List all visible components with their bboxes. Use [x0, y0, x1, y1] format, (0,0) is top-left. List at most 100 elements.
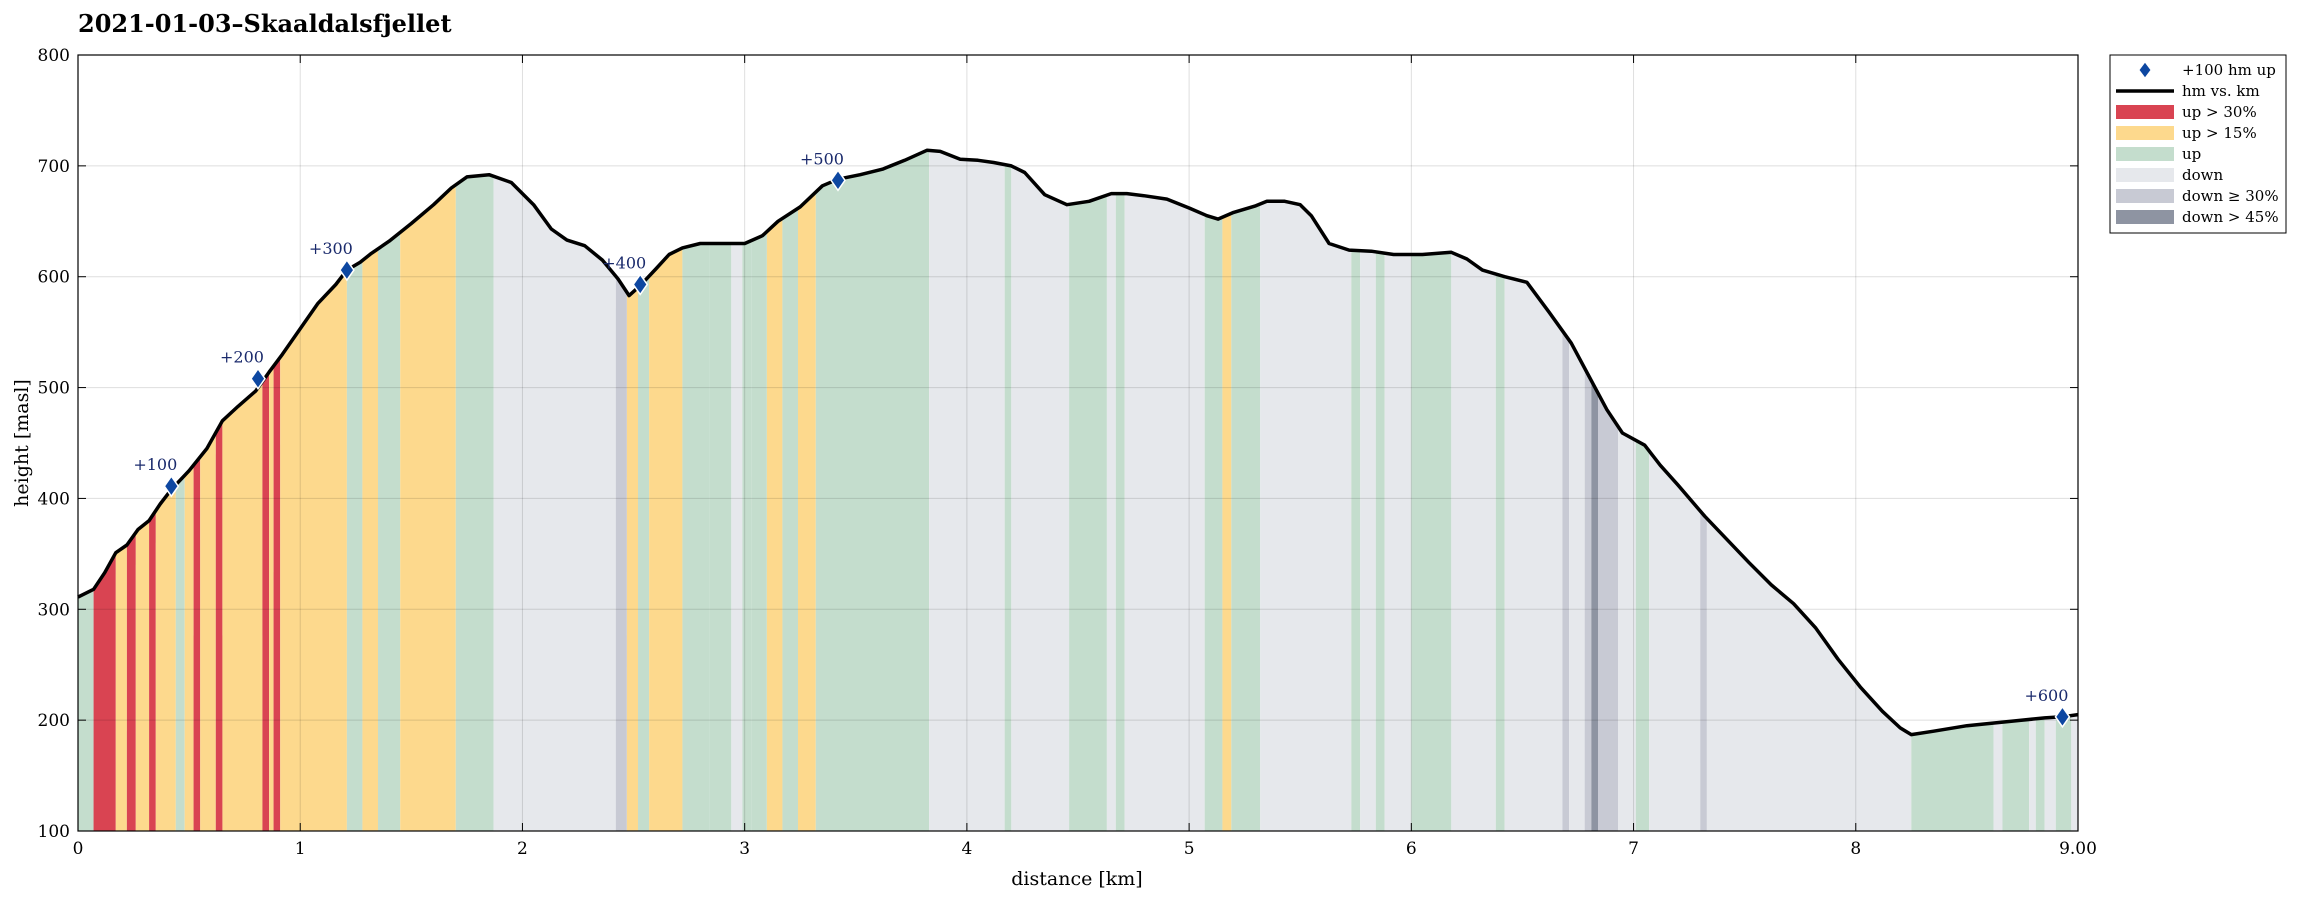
y-tick-label: 400	[38, 489, 70, 509]
segment-up	[1375, 251, 1385, 831]
segment-up-steep	[193, 456, 201, 831]
plot-frame	[77, 54, 2079, 832]
segment-up	[782, 208, 798, 832]
segment-down-very-steep	[1591, 380, 1598, 831]
legend-label: down ≥ 30%	[2182, 187, 2279, 205]
segment-down	[1260, 201, 1352, 832]
x-tick-label: 3	[739, 839, 750, 859]
legend-label: up > 30%	[2182, 103, 2257, 121]
climb-marker-diamond	[632, 273, 649, 296]
segment-up-moderate	[400, 184, 456, 831]
legend: +100 hm up hm vs. km up > 30% up > 15% up dow…	[2109, 54, 2287, 234]
segment-up	[378, 232, 401, 831]
x-tick-label: 1	[295, 839, 306, 859]
segment-down	[1649, 450, 1701, 831]
legend-swatch-up-moderate	[2116, 126, 2174, 140]
segment-up-moderate	[1222, 213, 1232, 831]
climb-marker-diamond	[338, 258, 355, 282]
segment-down	[1106, 193, 1116, 832]
segment-up	[1351, 250, 1361, 831]
segment-down	[731, 243, 743, 831]
y-axis: 100 200 300 400 500 600 700 800	[38, 46, 2078, 842]
segment-up	[1231, 204, 1261, 831]
x-tick-label: 2	[517, 839, 528, 859]
segment-down	[1569, 340, 1585, 831]
segment-up	[78, 589, 94, 831]
legend-label: down	[2182, 166, 2223, 184]
x-axis-label: distance [km]	[1011, 868, 1142, 890]
legend-swatch-down	[2116, 168, 2174, 182]
legend-label: up > 15%	[2182, 124, 2257, 142]
segment-down	[2029, 718, 2036, 831]
segment-down-steep	[1700, 511, 1707, 831]
segment-up	[751, 231, 767, 832]
segment-up-moderate	[269, 366, 274, 831]
segment-down-steep	[1598, 393, 1618, 831]
y-tick-label: 300	[38, 600, 70, 620]
y-tick-label: 200	[38, 711, 70, 731]
segment-down-steep	[1562, 330, 1570, 831]
segment-down	[1451, 252, 1496, 832]
climb-marker-label: +500	[800, 149, 844, 168]
segment-down	[1360, 250, 1376, 831]
segment-up-moderate	[115, 545, 127, 831]
segment-down	[1993, 722, 2003, 831]
segment-down	[1384, 253, 1412, 831]
x-tick-label: 4	[961, 839, 972, 859]
segment-down	[1706, 518, 1912, 831]
climb-markers: +100 +200 +300 +400 +500 +600	[133, 149, 2071, 729]
segment-up	[1204, 214, 1223, 832]
segment-up-moderate	[649, 247, 683, 831]
legend-label: up	[2182, 145, 2201, 163]
y-axis-label: height [masl]	[11, 379, 33, 507]
segment-up-moderate	[798, 192, 816, 832]
climb-marker-diamond	[250, 367, 266, 391]
segment-down	[1618, 426, 1636, 831]
y-tick-label: 600	[38, 268, 70, 288]
climb-marker-diamond	[2054, 705, 2071, 729]
segment-up-moderate	[200, 432, 216, 831]
segment-up-moderate	[155, 484, 176, 831]
segment-up-moderate	[184, 465, 194, 831]
segment-up-moderate	[222, 381, 263, 831]
climb-marker-label: +100	[133, 455, 177, 474]
legend-label: hm vs. km	[2182, 82, 2260, 100]
segment-up	[2035, 717, 2045, 831]
segment-up	[2055, 715, 2072, 831]
segment-up	[2002, 719, 2030, 831]
segment-up	[1411, 252, 1452, 832]
climb-marker-diamond	[163, 474, 180, 498]
y-tick-label: 800	[38, 46, 70, 66]
segment-down	[2071, 714, 2078, 831]
legend-swatch-down-steep	[2116, 189, 2174, 203]
legend-swatch-up-steep	[2116, 105, 2174, 119]
x-tick-label: 8	[1850, 839, 1861, 859]
y-tick-label: 700	[38, 157, 70, 177]
segment-down	[1504, 276, 1563, 831]
segment-down	[1124, 193, 1205, 832]
segment-up	[742, 240, 752, 831]
segment-up	[682, 243, 710, 831]
segment-down-steep	[615, 276, 627, 831]
segment-up	[1911, 723, 1994, 831]
segment-down	[1011, 165, 1070, 831]
x-tick-label: 5	[1184, 839, 1195, 859]
x-tick-label: 7	[1628, 839, 1639, 859]
segment-up-moderate	[280, 270, 347, 832]
chart-title: 2021-01-03–Skaaldalsfjellet	[78, 9, 452, 38]
segment-up	[815, 150, 930, 832]
segment-down-steep	[1584, 368, 1592, 831]
segment-up-steep	[273, 357, 281, 831]
x-tick-label: 6	[1406, 839, 1417, 859]
x-tick-label: 0	[73, 839, 84, 859]
segment-up-moderate	[362, 248, 378, 831]
legend-label: +100 hm up	[2182, 61, 2276, 79]
climb-marker-label: +400	[602, 253, 646, 272]
segment-down	[929, 150, 1005, 831]
climb-marker-label: +200	[220, 348, 264, 367]
climb-marker-label: +600	[2024, 686, 2068, 705]
segment-up	[175, 475, 185, 831]
segment-up-moderate	[626, 287, 638, 832]
y-tick-label: 500	[38, 379, 70, 399]
